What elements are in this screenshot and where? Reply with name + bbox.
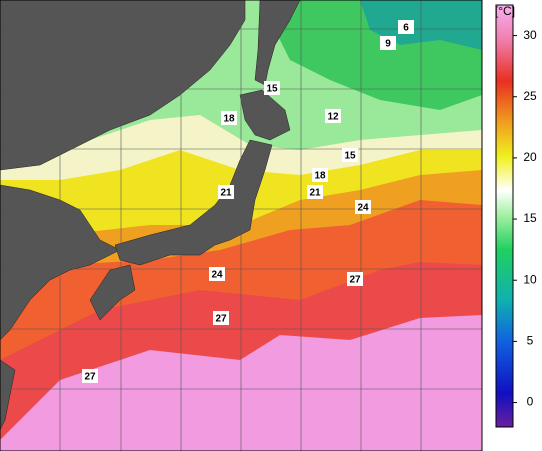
contour-label: 12 [327,112,339,123]
contour-label-box [325,109,341,123]
unit-label: [°C] [495,4,515,18]
contour-label-box [209,267,225,281]
contour-label: 21 [309,188,321,199]
colorbar-tick-label: 20 [523,150,537,164]
contour-label: 9 [385,39,391,50]
contour-label-box [213,311,229,325]
contour-label: 15 [266,84,278,95]
contour-label: 6 [403,23,409,34]
contour-label-box [218,185,234,199]
colorbar-tick-label: 10 [523,272,537,286]
colorbar-tick-label: 0 [527,395,534,409]
contour-label: 24 [211,270,223,281]
grid [0,0,482,451]
colorbar-tick-label: 30 [523,28,537,42]
contour-label: 24 [357,203,369,214]
contour-label-box [82,369,98,383]
contour-label: 15 [344,151,356,162]
contour-label-box [312,168,328,182]
contour-label-box [355,200,371,214]
colorbar-tick-label: 15 [523,211,537,225]
colorbar [495,4,514,428]
contour-label: 18 [223,114,235,125]
contour-label-box [307,185,323,199]
contour-label: 27 [84,372,96,383]
contour-label-box [264,81,280,95]
contour-label-box [342,148,358,162]
contour-label-box [398,20,414,34]
map-frame [0,0,483,451]
colorbar-tick-label: 5 [527,334,534,348]
contour-label: 27 [349,275,361,286]
contour-label-box [221,111,237,125]
contour-label-box [380,36,396,50]
contour-label: 21 [220,188,232,199]
contour-label: 18 [314,171,326,182]
contour-label-box [347,272,363,286]
colorbar-tick-label: 25 [523,89,537,103]
contour-label: 27 [215,314,227,325]
